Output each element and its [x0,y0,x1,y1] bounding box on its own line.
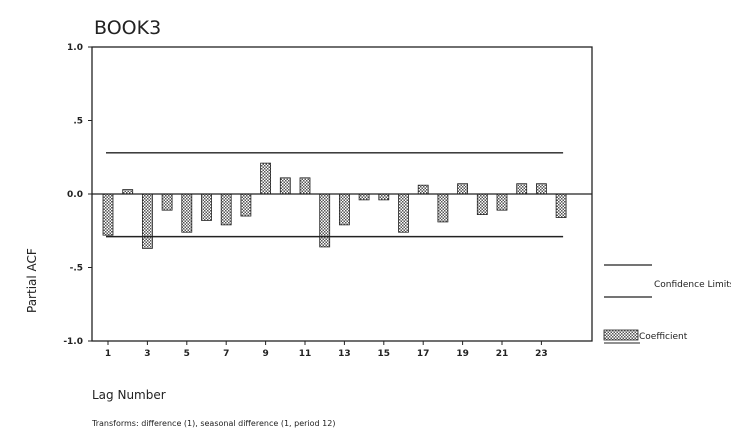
x-tick-label: 23 [535,349,548,359]
y-tick-label: -.5 [70,264,83,274]
x-tick-label: 15 [378,349,391,359]
x-tick-label: 1 [105,349,111,359]
x-tick-label: 21 [496,349,509,359]
bar-lag-6 [201,193,212,221]
y-tick-label: .5 [73,117,83,127]
bar-lag-14 [358,193,370,201]
confidence-lines [106,152,564,238]
legend: Confidence Limits Coefficient [603,264,731,344]
y-axis: 1.0 .5 0.0 -.5 -1.0 [63,43,92,347]
bar-lag-16 [398,193,409,233]
legend-coefficient-label: Coefficient [639,332,688,342]
bar-lag-10 [279,177,291,195]
x-tick-label: 3 [144,349,150,359]
bar-lag-13 [338,193,350,226]
bar-lag-20 [476,193,488,215]
x-tick-label: 11 [299,349,312,359]
y-axis-label: Partial ACF [25,248,39,313]
bar-lag-9 [260,162,272,195]
legend-coefficient-swatch [603,329,639,341]
bar-lag-18 [437,193,449,223]
x-axis: 1 3 5 7 9 11 13 15 17 19 21 23 [105,341,548,359]
bar-lag-19 [457,183,469,195]
bar-lag-8 [240,193,252,217]
bar-lag-4 [161,193,173,211]
bar-lag-5 [181,193,193,233]
bar-lag-1 [102,193,114,236]
bar-lag-22 [516,183,528,195]
bar-lag-2 [122,189,134,195]
bar-lag-7 [220,193,232,226]
bar-lag-21 [496,193,508,211]
y-tick-label: -1.0 [63,337,83,347]
x-tick-label: 19 [456,349,469,359]
x-tick-label: 5 [184,349,190,359]
x-axis-label: Lag Number [92,388,166,402]
bar-lag-15 [378,193,390,201]
x-tick-label: 13 [338,349,351,359]
x-tick-label: 7 [223,349,229,359]
legend-confidence-label: Confidence Limits [654,280,731,290]
x-tick-label: 9 [262,349,268,359]
y-tick-label: 0.0 [67,190,83,200]
bar-lag-24 [555,193,567,218]
bar-lag-11 [299,177,311,195]
y-tick-label: 1.0 [67,43,83,53]
bars [92,162,592,249]
bar-lag-3 [141,193,153,249]
bar-lag-12 [319,193,331,248]
x-tick-label: 17 [417,349,430,359]
chart-title: BOOK3 [94,17,161,39]
bar-lag-17 [417,184,429,195]
transform-footnote: Transforms: difference (1), seasonal dif… [91,419,335,428]
bar-lag-23 [536,183,547,195]
